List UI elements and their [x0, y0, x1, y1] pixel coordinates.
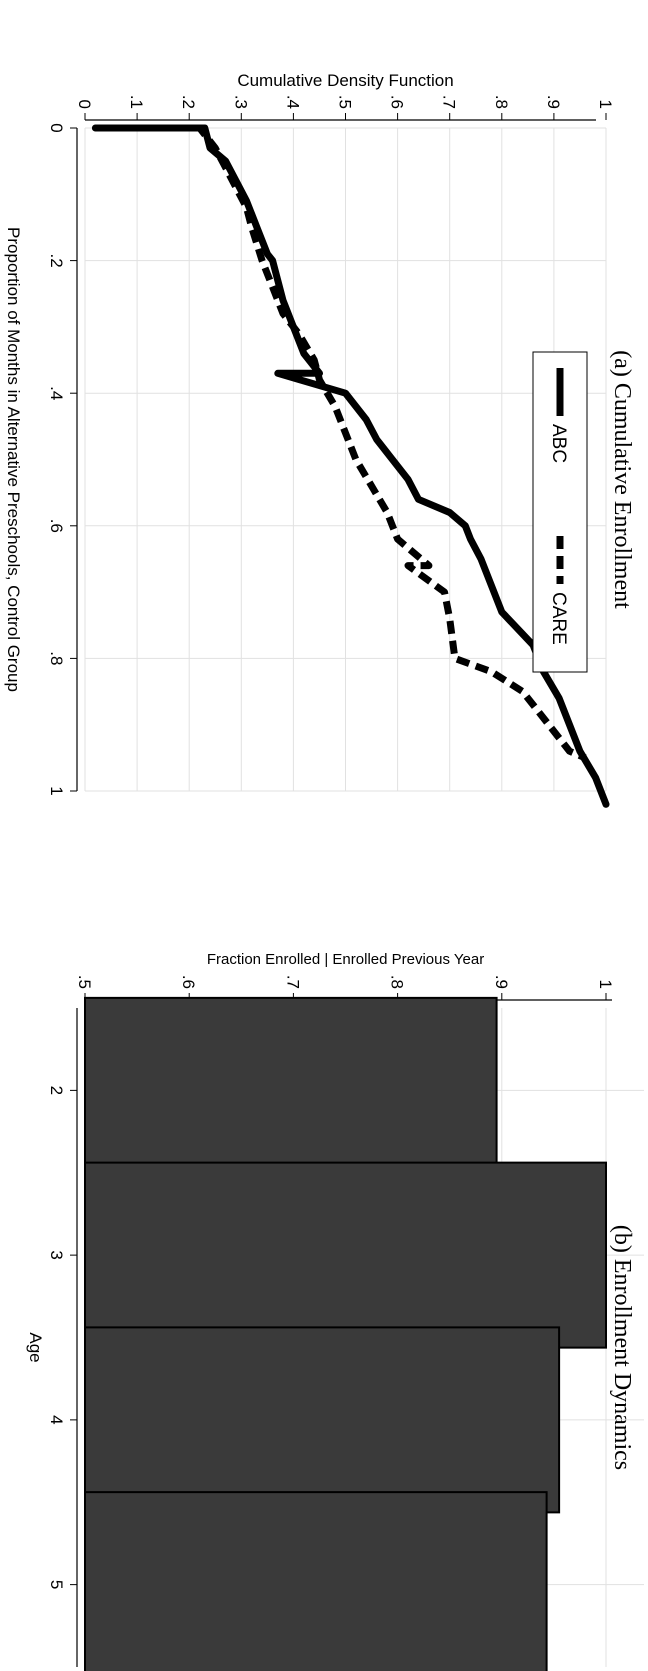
b-x-tick-label-1: 3	[47, 1250, 66, 1259]
legend-box	[532, 351, 588, 673]
b-y-tick-label-0: .5	[75, 975, 94, 989]
b-x-tick-label-0: 2	[47, 1086, 66, 1095]
b-y-tick-label-2: .7	[283, 975, 302, 989]
chart-b-y-ticks: .5 .6 .7 .8 .9 1	[75, 975, 615, 1000]
chart-a-legend: ABC CARE	[532, 351, 588, 673]
series-line-care	[95, 124, 587, 762]
chart-b-y-axis-label: Fraction Enrolled | Enrolled Previous Ye…	[207, 951, 484, 968]
x-tick-label-4: .8	[47, 651, 66, 665]
chart-b-title: (b) Enrollment Dynamics	[609, 1225, 635, 1470]
x-tick-label-3: .6	[47, 519, 66, 533]
b-y-tick-label-4: .9	[492, 975, 511, 989]
legend-label-care: CARE	[548, 592, 569, 645]
chart-b-bars	[84, 996, 607, 1671]
x-tick-label-0: 0	[47, 123, 66, 132]
legend-label-abc: ABC	[548, 424, 569, 463]
b-y-tick-label-3: .8	[388, 975, 407, 989]
cumulative-enrollment-chart: (a) Cumulative Enrollment 0 .2 .4 .6 .8 1 0 .1…	[4, 71, 635, 808]
y-tick-label-6: .6	[388, 95, 407, 109]
b-x-tick-label-3: 5	[47, 1580, 66, 1589]
bar-age-5	[84, 1491, 548, 1671]
chart-a-y-axis-label: Cumulative Density Function	[237, 71, 453, 90]
y-tick-label-2: .2	[179, 95, 198, 109]
x-tick-label-2: .4	[47, 386, 66, 400]
chart-a-y-ticks: 0 .1 .2 .3 .4 .5 .6 .7 .8 .9 1	[75, 95, 615, 120]
chart-a-gridlines	[84, 127, 607, 792]
chart-a-series	[91, 124, 610, 808]
y-tick-label-8: .8	[492, 95, 511, 109]
enrollment-dynamics-chart: (b) Enrollment Dynamics 2 3 4 5 .5 .6 .7 .8 .9 1…	[26, 951, 644, 1671]
bar-age-4	[84, 1326, 561, 1514]
y-tick-label-3: .3	[231, 95, 250, 109]
b-y-tick-label-5: 1	[596, 980, 615, 989]
chart-a-axes	[76, 119, 596, 791]
y-tick-label-5: .5	[336, 95, 355, 109]
bar-age-3	[84, 1161, 607, 1349]
y-tick-label-9: .9	[544, 95, 563, 109]
chart-a-title: (a) Cumulative Enrollment	[609, 350, 635, 609]
chart-b-x-ticks: 2 3 4 5	[47, 1086, 77, 1589]
x-tick-label-1: .2	[47, 254, 66, 268]
y-tick-label-4: .4	[283, 95, 302, 109]
y-tick-label-1: .1	[127, 95, 146, 109]
b-x-tick-label-2: 4	[47, 1415, 66, 1424]
bar-age-2	[84, 996, 498, 1184]
y-tick-label-0: 0	[75, 100, 94, 109]
b-y-tick-label-1: .6	[179, 975, 198, 989]
y-tick-label-10: 1	[596, 100, 615, 109]
chart-a-x-ticks: 0 .2 .4 .6 .8 1	[47, 123, 77, 796]
chart-b-x-axis-label: Age	[26, 1332, 45, 1362]
chart-a-x-axis-label: Proportion of Months in Alternative Pres…	[4, 227, 23, 692]
y-tick-label-7: .7	[440, 95, 459, 109]
x-tick-label-5: 1	[47, 786, 66, 795]
